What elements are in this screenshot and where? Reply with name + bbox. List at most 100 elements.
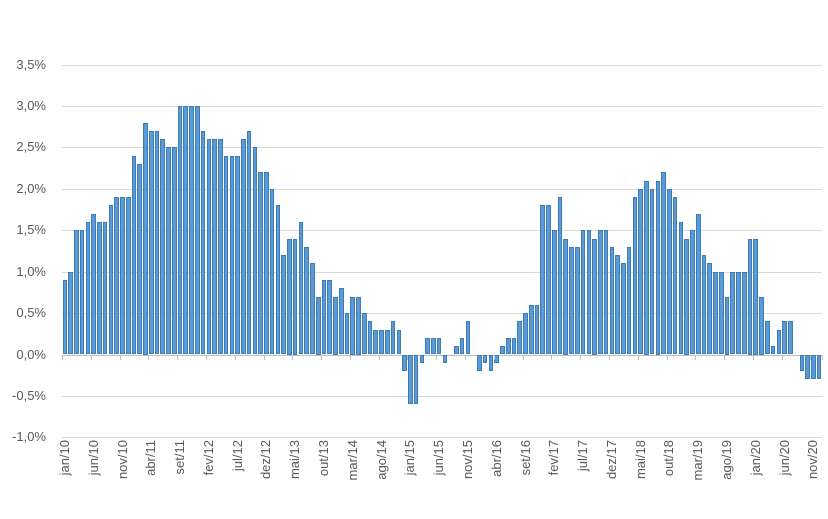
bar-dez/14[interactable]	[402, 354, 407, 372]
bar-out/18[interactable]	[667, 188, 672, 355]
bar-abr/14[interactable]	[356, 296, 361, 355]
bar-mai/20[interactable]	[776, 329, 782, 355]
bar-jan/15[interactable]	[408, 354, 413, 405]
bar-dez/17[interactable]	[609, 246, 615, 355]
bar-dez/11[interactable]	[195, 105, 200, 355]
bar-jun/13[interactable]	[298, 221, 304, 355]
bar-set/13[interactable]	[315, 296, 321, 355]
bar-mai/17[interactable]	[569, 246, 574, 355]
bar-out/15[interactable]	[459, 337, 465, 355]
bar-out/12[interactable]	[252, 147, 258, 355]
bar-set/19[interactable]	[730, 271, 736, 355]
bar-jul/14[interactable]	[373, 329, 379, 355]
bar-ago/10[interactable]	[102, 221, 108, 355]
bar-jul/13[interactable]	[304, 246, 309, 355]
bar-set/12[interactable]	[246, 130, 252, 355]
bar-jun/20[interactable]	[782, 321, 787, 355]
bar-mar/20[interactable]	[765, 321, 770, 355]
bar-mai/13[interactable]	[292, 238, 298, 355]
bar-set/15[interactable]	[454, 346, 459, 355]
bar-mar/19[interactable]	[695, 213, 701, 355]
bar-nov/20[interactable]	[811, 354, 816, 380]
bar-abr/13[interactable]	[287, 238, 292, 355]
bar-mar/16[interactable]	[488, 354, 494, 372]
bar-mar/15[interactable]	[419, 354, 425, 363]
bar-mai/14[interactable]	[361, 313, 367, 355]
bar-ago/14[interactable]	[379, 329, 384, 355]
bar-jun/14[interactable]	[367, 321, 373, 355]
bar-jul/11[interactable]	[166, 147, 171, 355]
bar-out/20[interactable]	[805, 354, 810, 380]
bar-jun/12[interactable]	[229, 155, 235, 355]
bar-fev/20[interactable]	[759, 296, 764, 355]
bar-jul/19[interactable]	[718, 271, 724, 355]
bar-mai/11[interactable]	[154, 130, 160, 355]
bar-ago/18[interactable]	[655, 180, 661, 355]
bar-dez/12[interactable]	[264, 172, 269, 355]
bar-fev/14[interactable]	[344, 313, 350, 355]
bar-set/10[interactable]	[108, 205, 114, 355]
bar-fev/15[interactable]	[413, 354, 419, 405]
bar-jun/17[interactable]	[575, 246, 580, 355]
bar-jan/16[interactable]	[477, 354, 482, 372]
bar-mai/15[interactable]	[431, 337, 436, 355]
bar-abr/12[interactable]	[218, 139, 223, 355]
bar-fev/16[interactable]	[482, 354, 488, 363]
bar-fev/12[interactable]	[206, 139, 212, 355]
bar-out/14[interactable]	[390, 321, 396, 355]
bar-jun/16[interactable]	[505, 337, 511, 355]
bar-nov/16[interactable]	[534, 304, 540, 355]
bar-jan/17[interactable]	[546, 205, 551, 355]
bar-dez/19[interactable]	[747, 238, 753, 355]
bar-jul/15[interactable]	[442, 354, 448, 363]
bar-abr/15[interactable]	[425, 337, 430, 355]
bar-nov/13[interactable]	[327, 279, 333, 355]
bar-out/10[interactable]	[114, 197, 119, 355]
bar-jan/13[interactable]	[269, 188, 275, 355]
bar-jan/18[interactable]	[615, 255, 620, 355]
bar-nov/11[interactable]	[189, 105, 194, 355]
bar-abr/17[interactable]	[563, 238, 569, 355]
bar-jul/20[interactable]	[788, 321, 793, 355]
bar-abr/10[interactable]	[79, 230, 85, 355]
bar-mar/12[interactable]	[212, 139, 217, 355]
bar-jul/18[interactable]	[649, 188, 655, 355]
bar-ago/11[interactable]	[171, 147, 177, 355]
bar-out/16[interactable]	[528, 304, 534, 355]
bar-mar/13[interactable]	[281, 255, 286, 355]
bar-jul/16[interactable]	[511, 337, 517, 355]
bar-jun/19[interactable]	[713, 271, 718, 355]
bar-nov/14[interactable]	[396, 329, 402, 355]
bar-jan/10[interactable]	[62, 279, 68, 355]
bar-nov/10[interactable]	[120, 197, 125, 355]
bar-abr/18[interactable]	[632, 197, 638, 355]
bar-set/18[interactable]	[661, 172, 666, 355]
bar-jun/11[interactable]	[160, 139, 166, 355]
bar-nov/18[interactable]	[672, 197, 678, 355]
bar-dez/18[interactable]	[678, 221, 684, 355]
bar-jun/15[interactable]	[436, 337, 442, 355]
bar-mai/19[interactable]	[707, 263, 713, 355]
bar-ago/16[interactable]	[517, 321, 523, 355]
bar-dez/16[interactable]	[540, 205, 546, 355]
bar-jul/10[interactable]	[97, 221, 102, 355]
bar-jan/14[interactable]	[338, 288, 344, 355]
bar-mai/10[interactable]	[85, 221, 91, 355]
bar-dez/13[interactable]	[333, 296, 338, 355]
bar-mai/12[interactable]	[223, 155, 229, 355]
bar-ago/19[interactable]	[724, 296, 730, 355]
bar-mar/10[interactable]	[74, 230, 79, 355]
bar-mar/14[interactable]	[350, 296, 356, 355]
bar-jan/12[interactable]	[200, 130, 206, 355]
bar-fev/18[interactable]	[621, 263, 626, 355]
bar-ago/17[interactable]	[586, 230, 592, 355]
bar-fev/10[interactable]	[68, 271, 73, 355]
bar-abr/19[interactable]	[701, 255, 707, 355]
bar-set/11[interactable]	[177, 105, 183, 355]
bar-jan/11[interactable]	[131, 155, 137, 355]
bar-mai/18[interactable]	[638, 188, 643, 355]
bar-mar/18[interactable]	[626, 246, 632, 355]
bar-nov/15[interactable]	[465, 321, 471, 355]
bar-jun/18[interactable]	[644, 180, 649, 355]
bar-jun/10[interactable]	[91, 213, 96, 355]
